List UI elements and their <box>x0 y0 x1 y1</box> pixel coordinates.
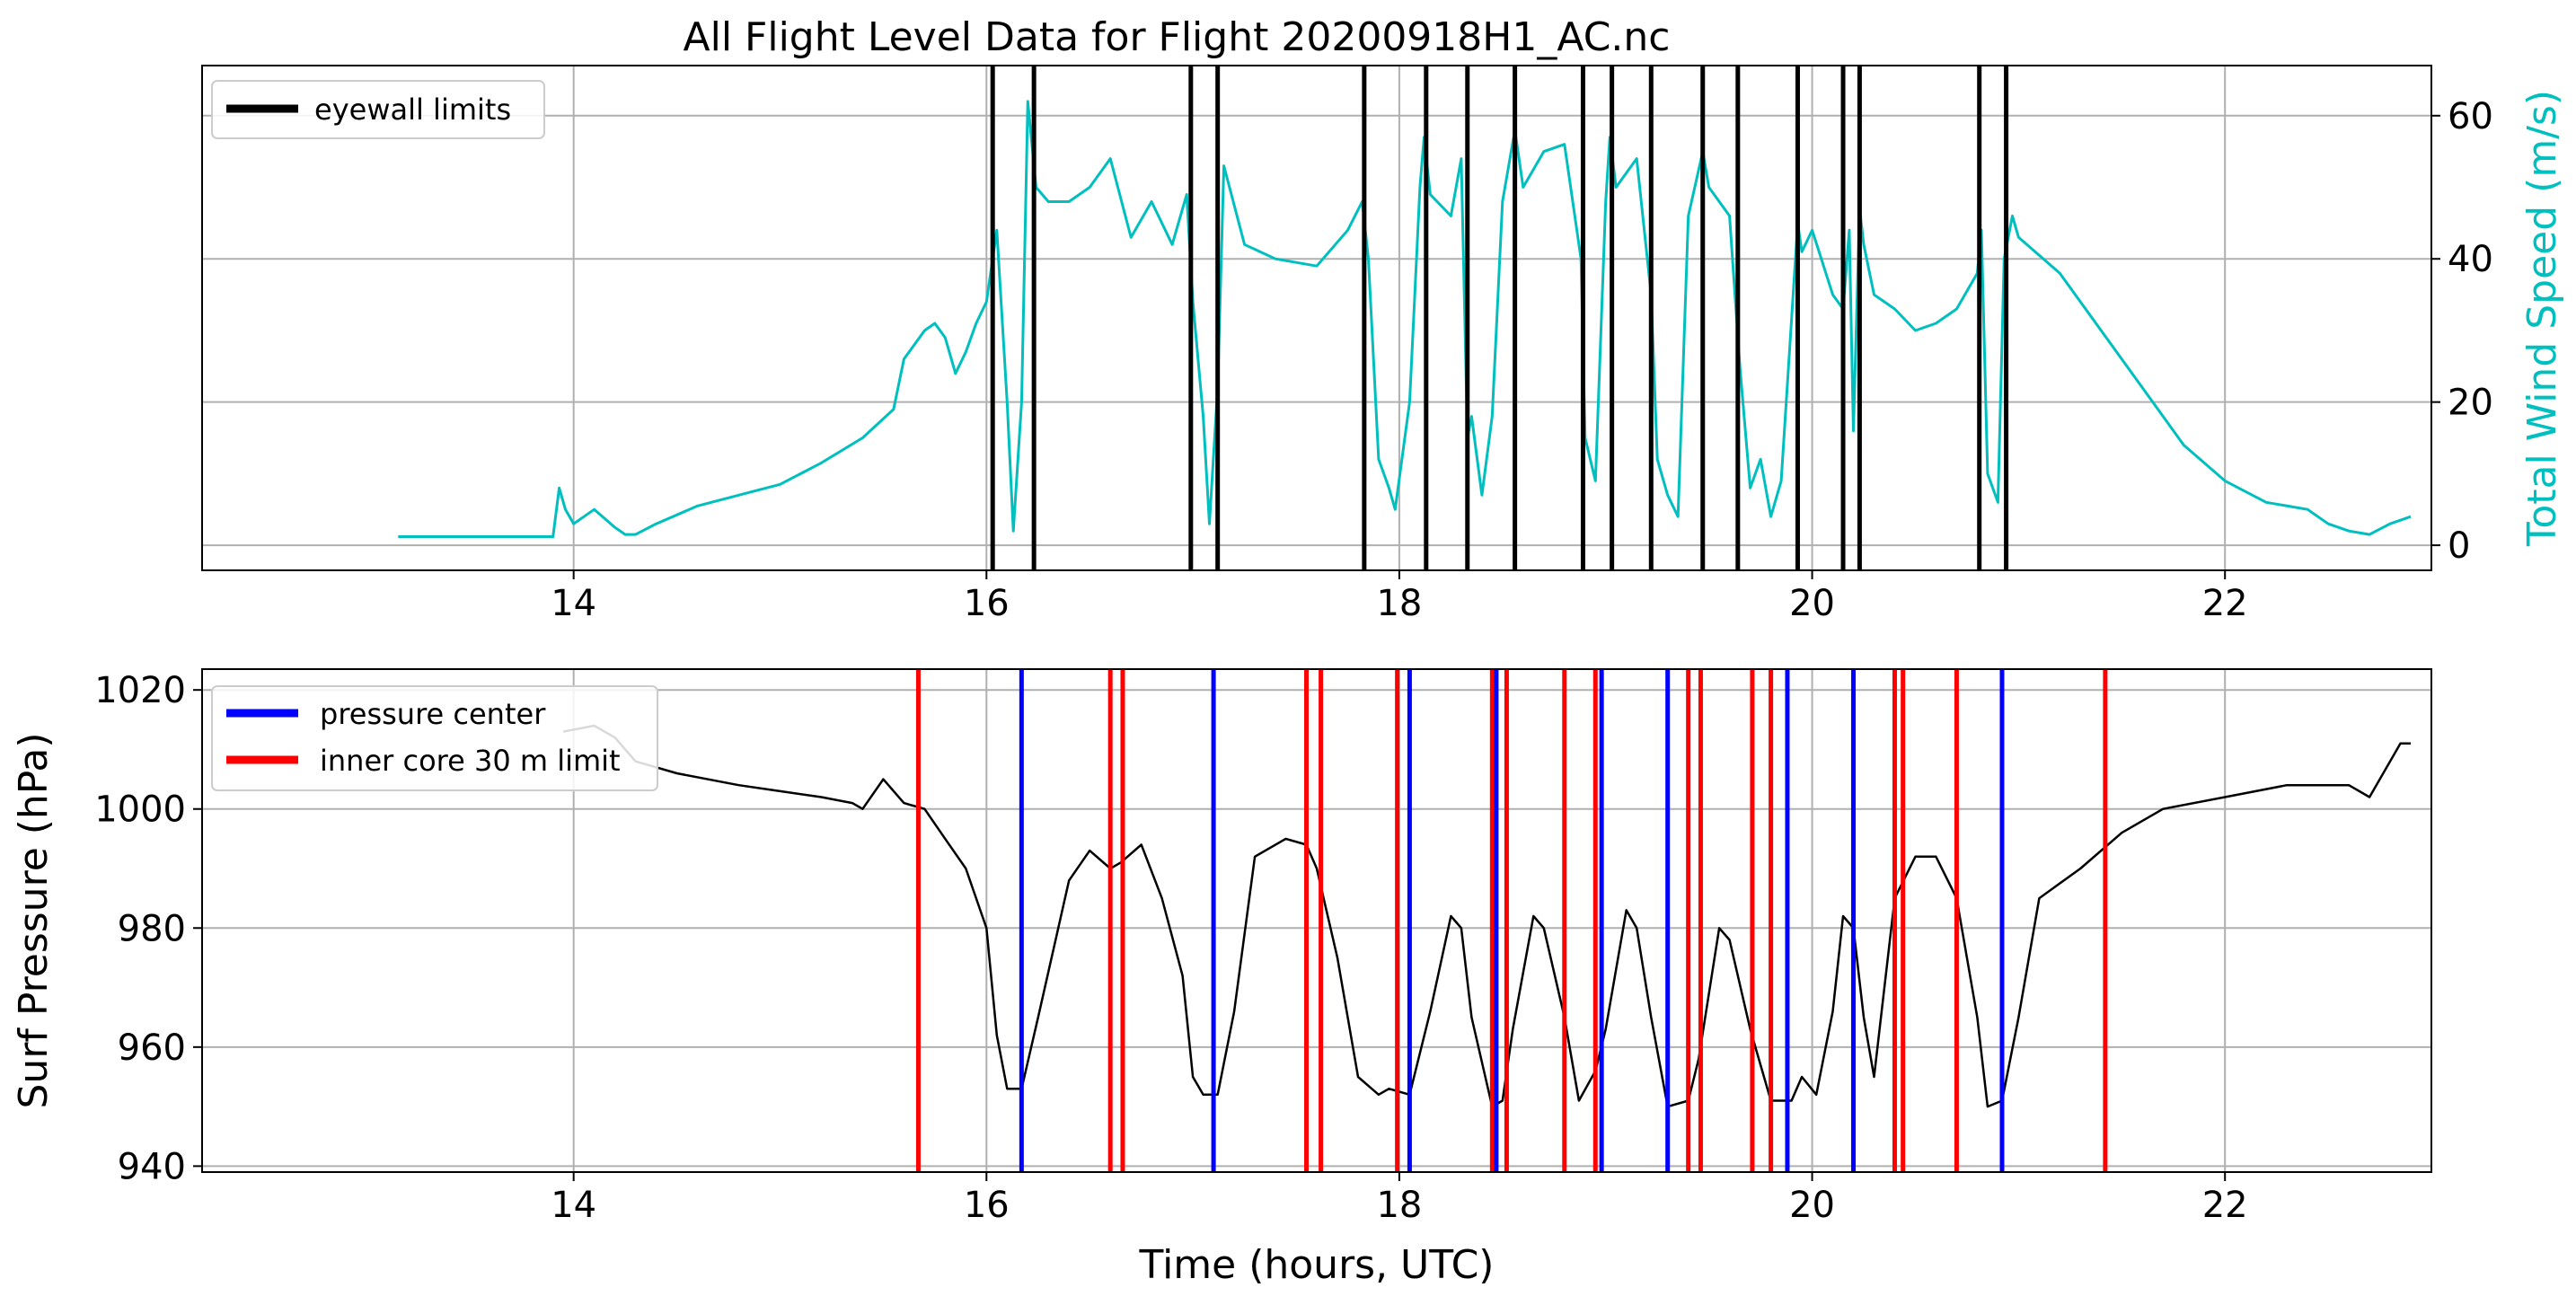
x-tick-label: 16 <box>964 583 1010 624</box>
wind-legend-box <box>211 80 545 139</box>
y-tick-label: 20 <box>2448 383 2493 424</box>
chart-title: All Flight Level Data for Flight 2020091… <box>684 14 1671 60</box>
pressure-series <box>562 724 2411 1108</box>
y-tick-label: 1020 <box>94 670 186 711</box>
pressure-y-axis-label: Surf Pressure (hPa) <box>11 733 57 1109</box>
wind-y-ticks: 0 20 40 60 <box>2431 96 2493 567</box>
pressure-line <box>562 724 2411 1108</box>
eyewall-legend-label: eyewall limits <box>314 93 511 127</box>
y-tick-label: 940 <box>118 1146 186 1187</box>
x-tick-label: 14 <box>551 1185 596 1226</box>
y-tick-label: 60 <box>2448 96 2493 137</box>
inner-core-legend-label: inner core 30 m limit <box>320 744 621 778</box>
wind-grid <box>202 66 2431 570</box>
pressure-grid <box>202 669 2431 1172</box>
y-tick-label: 40 <box>2448 239 2493 280</box>
x-tick-label: 18 <box>1376 1185 1422 1226</box>
pressure-plot-frame <box>201 668 2432 1173</box>
wind-legend: eyewall limits <box>211 80 545 139</box>
pressure-center-legend-label: pressure center <box>320 697 546 731</box>
wind-series <box>398 100 2412 538</box>
x-tick-label: 20 <box>1789 583 1835 624</box>
wind-speed-line <box>398 100 2412 538</box>
pressure-marker-lines <box>915 669 2108 1172</box>
wind-y-axis-label: Total Wind Speed (m/s) <box>2519 90 2565 547</box>
wind-panel: 14 16 18 20 22 0 20 40 60 Total Wind Speed (m/s… <box>201 65 2565 624</box>
eyewall-limit-lines <box>990 66 2009 570</box>
pressure-legend-box <box>211 685 658 791</box>
pressure-x-axis-label: Time (hours, UTC) <box>1139 1242 1495 1288</box>
pressure-panel: 14 16 18 20 22 940 960 980 1000 1020 Surf Pressu… <box>11 668 2432 1288</box>
y-tick-label: 0 <box>2448 525 2470 567</box>
x-tick-label: 22 <box>2202 583 2248 624</box>
wind-plot-frame <box>201 65 2432 571</box>
x-tick-label: 14 <box>551 583 596 624</box>
x-tick-label: 22 <box>2202 1185 2248 1226</box>
y-tick-label: 960 <box>118 1027 186 1069</box>
wind-x-ticks: 14 16 18 20 22 <box>551 570 2248 624</box>
x-tick-label: 18 <box>1376 583 1422 624</box>
y-tick-label: 1000 <box>94 789 186 831</box>
pressure-legend: pressure center inner core 30 m limit <box>211 685 658 791</box>
x-tick-label: 16 <box>964 1185 1010 1226</box>
pressure-y-ticks: 940 960 980 1000 1020 <box>94 670 202 1187</box>
y-tick-label: 980 <box>118 908 186 949</box>
pressure-x-ticks: 14 16 18 20 22 <box>551 1172 2248 1226</box>
x-tick-label: 20 <box>1789 1185 1835 1226</box>
